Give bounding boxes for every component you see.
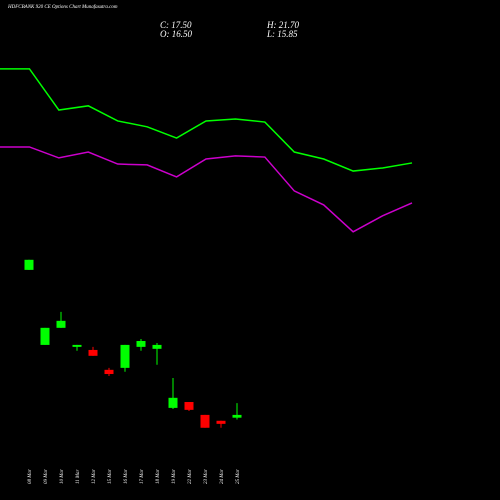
candle-body	[88, 349, 98, 356]
x-tick-label: 19 Mar	[172, 469, 177, 484]
x-tick-label: 12 Mar	[92, 469, 97, 484]
candle-body	[40, 327, 50, 345]
x-tick-label: 23 Mar	[204, 469, 209, 484]
candle-body	[232, 414, 242, 418]
candle-body	[56, 320, 66, 328]
candle-body	[200, 414, 210, 428]
x-tick-label: 09 Mar	[44, 469, 49, 484]
low-label: L: 15.85	[266, 29, 298, 39]
candle-body	[72, 344, 82, 347]
x-tick-label: 25 Mar	[236, 469, 241, 484]
x-tick-label: 17 Mar	[140, 469, 145, 484]
x-tick-label: 08 Mar	[28, 469, 33, 484]
chart-title: HDFCBANK 920 CE Options Chart Munafasutr…	[7, 5, 118, 10]
open-label: O: 16.50	[160, 29, 192, 39]
candle-body	[152, 344, 162, 349]
moving-average-line	[0, 146, 413, 233]
x-tick-label: 24 Mar	[220, 469, 225, 484]
candle-body	[136, 340, 146, 347]
x-tick-label: 22 Mar	[188, 469, 193, 484]
moving-average-line	[0, 68, 413, 172]
candle-body	[120, 344, 130, 368]
x-tick-label: 11 Mar	[76, 469, 81, 484]
candle-body	[24, 259, 34, 270]
candle-body	[104, 369, 114, 375]
close-label: C: 17.50	[160, 20, 192, 30]
x-tick-label: 18 Mar	[156, 469, 161, 484]
high-label: H: 21.70	[266, 20, 299, 30]
candle-body	[216, 420, 226, 424]
x-tick-label: 16 Mar	[124, 469, 129, 484]
x-tick-label: 10 Mar	[60, 469, 65, 484]
x-tick-label: 15 Mar	[108, 469, 113, 484]
candle-body	[168, 397, 178, 408]
candle-body	[184, 402, 194, 410]
